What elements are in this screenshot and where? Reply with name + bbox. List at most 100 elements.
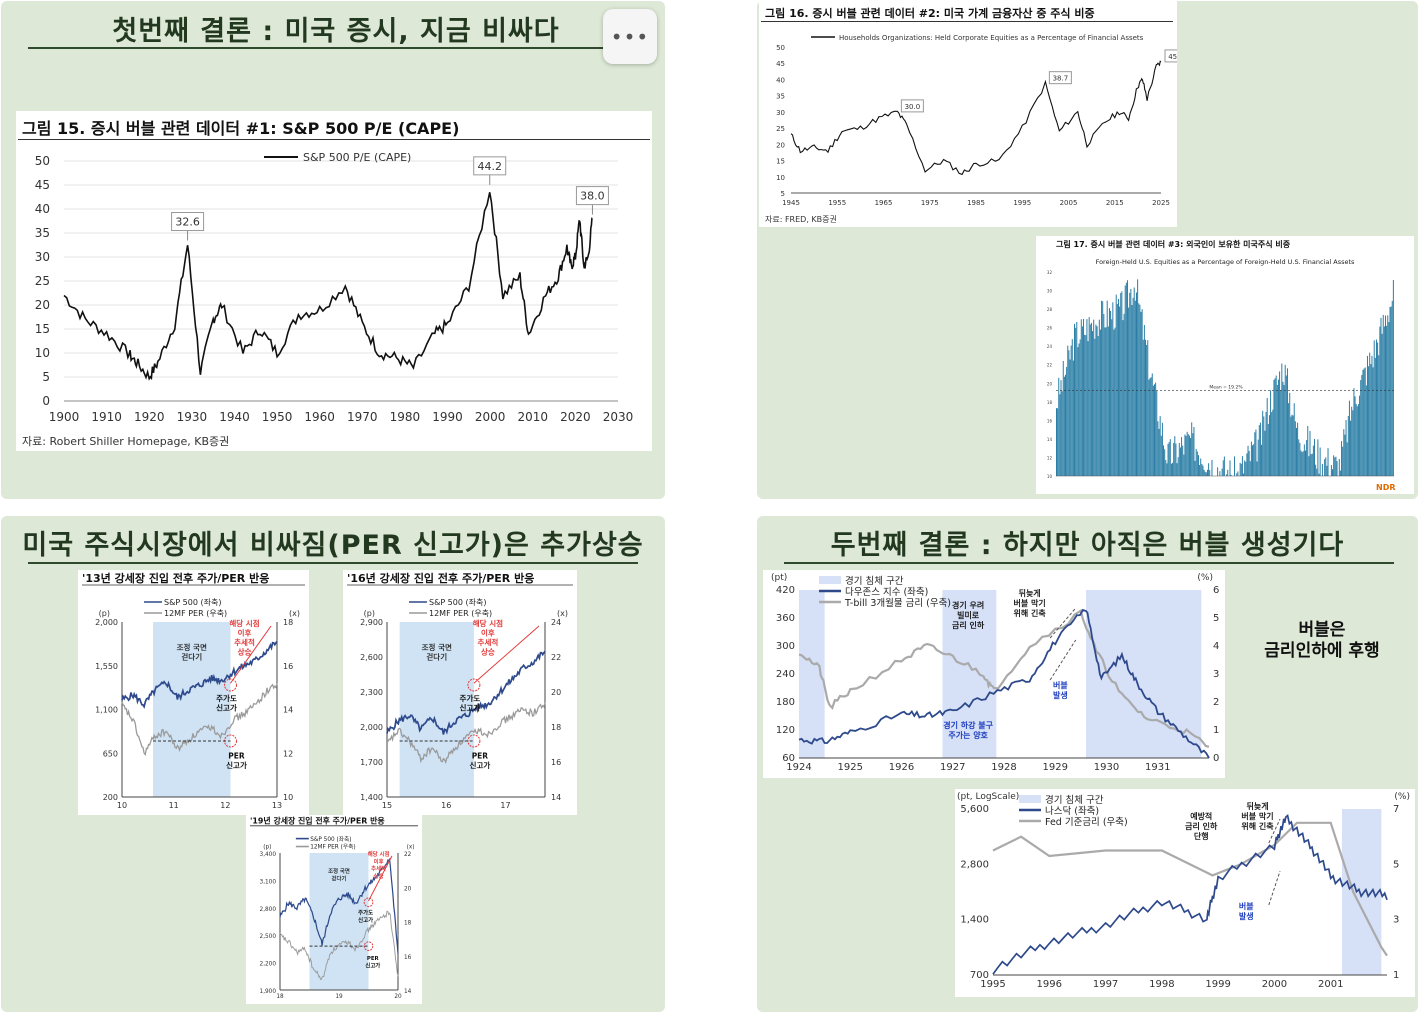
bar — [1239, 462, 1241, 476]
bar — [1072, 360, 1074, 476]
bar — [1250, 441, 1252, 476]
bar — [1327, 448, 1329, 476]
bar — [1085, 335, 1087, 476]
bar — [1314, 438, 1316, 476]
bar — [1236, 473, 1238, 476]
bar — [1273, 379, 1275, 476]
bar — [1093, 319, 1095, 476]
y-tick-label: 5 — [781, 190, 785, 198]
x-tick-label: 1940 — [219, 410, 250, 424]
trend-arrow — [230, 625, 272, 684]
bar — [1192, 433, 1194, 476]
bar — [1353, 388, 1355, 476]
left-tick-label: 1,100 — [95, 706, 118, 715]
bar — [1302, 451, 1304, 476]
bar — [1223, 456, 1225, 476]
x-tick-label: 12 — [220, 801, 230, 810]
right-unit: (x) — [407, 845, 415, 851]
annotation-box — [171, 212, 205, 232]
bar — [1105, 327, 1107, 476]
bar — [1365, 385, 1367, 476]
note-line: 버블은 — [1298, 620, 1346, 640]
left-tick-label: 2,600 — [360, 653, 383, 662]
bar — [1357, 404, 1359, 476]
left-tick-label: 1,700 — [360, 758, 383, 767]
x-tick-label: 1997 — [1093, 979, 1118, 990]
bar — [1097, 336, 1099, 476]
x-tick-label: 2020 — [560, 410, 591, 424]
title-underline — [28, 562, 638, 564]
price-line — [386, 650, 546, 735]
x-tick-label: 19 — [335, 994, 343, 1000]
bar — [1172, 462, 1174, 476]
per-high-label: PER — [472, 752, 489, 761]
bar — [1386, 325, 1388, 476]
bar — [1378, 355, 1380, 476]
ellipsis-icon[interactable]: ••• — [603, 9, 657, 64]
x-tick-label: 16 — [441, 801, 451, 810]
x-tick-label: 1950 — [262, 410, 293, 424]
right-tick-label: 10 — [283, 793, 293, 802]
bubble-label: 버블 — [1053, 680, 1068, 690]
bar — [1062, 360, 1064, 476]
bar — [1272, 409, 1274, 476]
bar — [1142, 339, 1144, 476]
bar — [1351, 406, 1353, 476]
right-tick-label: 1 — [1213, 725, 1219, 736]
bar — [1359, 395, 1361, 476]
late-tightening-label: 버블 막기 — [1241, 811, 1273, 821]
bar — [1312, 445, 1314, 476]
y-tick-label: 40 — [35, 202, 50, 216]
annotation-box — [1048, 71, 1072, 85]
left-tick-label: 1,400 — [960, 915, 989, 926]
annotation-box — [473, 156, 507, 176]
y-tick-label: 15 — [35, 322, 50, 336]
bar — [1282, 381, 1284, 476]
left-tick-label: 700 — [970, 970, 989, 981]
bar — [1292, 415, 1294, 476]
left-tick-label: 2,900 — [360, 618, 383, 627]
panel-equity-share: 그림 16. 증시 버블 관련 데이터 #2: 미국 가계 금융자산 중 주식 … — [757, 1, 1418, 499]
right-tick-label: 3 — [1393, 915, 1399, 926]
bar — [1299, 442, 1301, 476]
x-tick-label: 1926 — [889, 762, 914, 773]
bar — [1294, 421, 1296, 476]
legend-label: S&P 500 P/E (CAPE) — [303, 151, 411, 164]
per-line — [386, 702, 546, 765]
bar — [1185, 435, 1187, 476]
left-tick-label: 1,900 — [260, 989, 277, 995]
bar — [1174, 436, 1176, 476]
bar — [1325, 457, 1327, 476]
x-tick-label: 1980 — [390, 410, 421, 424]
bar — [1291, 414, 1293, 476]
right-tick-label: 14 — [404, 989, 412, 995]
bar — [1279, 371, 1281, 476]
bar — [1078, 343, 1080, 476]
x-tick-label: 1900 — [49, 410, 80, 424]
bar — [1129, 292, 1131, 476]
right-tick-label: 6 — [1213, 585, 1219, 596]
bar — [1134, 300, 1136, 476]
x-tick-label: 1928 — [991, 762, 1016, 773]
annotation-label: 38.0 — [580, 190, 605, 203]
bar — [1315, 464, 1317, 476]
left-tick-label: 1,550 — [95, 662, 118, 671]
right-unit: (x) — [289, 609, 300, 618]
bar — [1181, 437, 1183, 476]
slowdown-label: 경기 하강 불구 — [943, 720, 993, 730]
rally-label: 상승 — [374, 872, 384, 880]
price-high-label: 신고가 — [358, 916, 373, 924]
bar — [1147, 340, 1149, 476]
note-line: 금리인하에 후행 — [1264, 641, 1380, 661]
bar — [1276, 384, 1278, 476]
bar — [1058, 377, 1060, 476]
x-tick-label: 10 — [117, 801, 127, 810]
legend-label: 12MF PER (우축) — [164, 609, 227, 618]
y-tick-label: 45 — [776, 60, 785, 68]
bar — [1379, 326, 1381, 476]
right-tick-label: 16 — [551, 758, 561, 767]
price-line — [279, 857, 399, 954]
bar — [1371, 355, 1373, 476]
rally-label: 이후 — [481, 628, 495, 638]
right-tick-label: 14 — [551, 793, 561, 802]
